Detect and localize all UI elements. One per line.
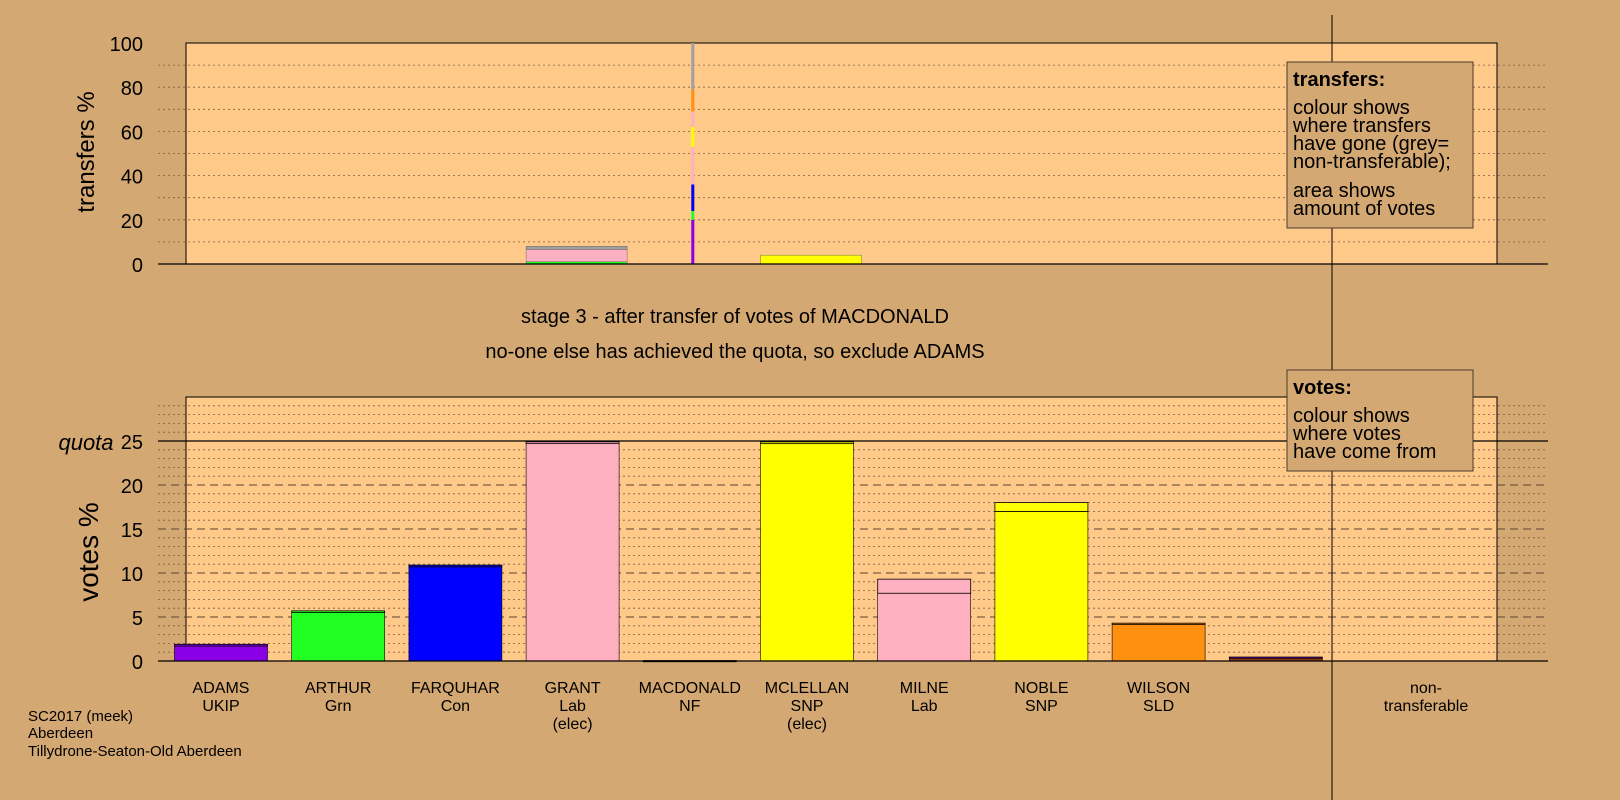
category-label: SLD bbox=[1143, 698, 1174, 715]
votes-y-tick-label: 0 bbox=[132, 652, 143, 674]
transfers-grid bbox=[158, 42, 1548, 265]
transfers-legend-line-6: amount of votes bbox=[1293, 198, 1435, 220]
vote-bar-transfer bbox=[760, 441, 854, 445]
vote-bar-transfer bbox=[174, 643, 268, 647]
transfers-legend: transfers: colour shows where transfers … bbox=[1286, 61, 1474, 229]
votes-legend-title: votes: bbox=[1293, 377, 1352, 399]
vote-bar bbox=[291, 612, 386, 662]
transfers-legend-box bbox=[1286, 61, 1474, 229]
footer-line-1: SC2017 (meek) bbox=[28, 708, 133, 725]
category-label: ADAMS bbox=[193, 680, 250, 697]
vote-bar bbox=[408, 566, 503, 662]
category-label: SNP bbox=[1025, 698, 1058, 715]
transfers-axis: 0 20 40 60 80 100 bbox=[110, 34, 1548, 277]
footer-line-2: Aberdeen bbox=[28, 725, 93, 742]
transfers-y-tick-label: 60 bbox=[121, 122, 143, 144]
transfers-y-tick-label: 20 bbox=[121, 211, 143, 233]
category-label: MACDONALD bbox=[639, 680, 741, 697]
vote-bar bbox=[760, 443, 854, 662]
category-label: NF bbox=[679, 698, 701, 715]
votes-y-tick-label: 5 bbox=[132, 608, 143, 630]
category-label: MILNE bbox=[900, 680, 949, 697]
transfers-legend-line-4: non-transferable); bbox=[1293, 151, 1451, 173]
vote-bar bbox=[877, 592, 972, 662]
transfers-legend-line-1: colour shows bbox=[1293, 97, 1410, 119]
category-label: Grn bbox=[325, 698, 352, 715]
vote-bar-transfer bbox=[408, 564, 503, 568]
vote-bar-transfer bbox=[1228, 656, 1323, 659]
category-label: WILSON bbox=[1127, 680, 1190, 697]
caption-line-1: stage 3 - after transfer of votes of MAC… bbox=[521, 306, 949, 328]
caption-line-2: no-one else has achieved the quota, so e… bbox=[485, 341, 984, 363]
transfers-bars bbox=[525, 43, 862, 265]
category-label: Lab bbox=[559, 698, 586, 715]
transfers-y-tick-label: 100 bbox=[110, 34, 143, 56]
transfers-legend-line-5: area shows bbox=[1293, 180, 1395, 202]
votes-legend-line-3: have come from bbox=[1293, 441, 1436, 463]
votes-y-axis-label: votes % bbox=[73, 502, 104, 602]
vote-bar-transfer bbox=[1111, 622, 1206, 625]
votes-y-tick-label: 15 bbox=[121, 520, 143, 542]
transfers-y-tick-label: 0 bbox=[132, 255, 143, 277]
category-label: (elec) bbox=[553, 716, 593, 733]
transfers-legend-line-3: have gone (grey= bbox=[1293, 133, 1449, 155]
category-label: transferable bbox=[1384, 698, 1469, 715]
category-label: non- bbox=[1410, 680, 1442, 697]
transfers-legend-title: transfers: bbox=[1293, 69, 1385, 91]
category-label: MCLELLAN bbox=[765, 680, 849, 697]
vote-bar-transfer bbox=[291, 610, 386, 614]
votes-legend: votes: colour shows where votes have com… bbox=[1286, 369, 1474, 472]
transfers-y-tick-label: 80 bbox=[121, 78, 143, 100]
vote-bar-transfer bbox=[525, 441, 620, 445]
transfer-bar-segment bbox=[525, 246, 628, 250]
footer-line-3: Tillydrone-Seaton-Old Aberdeen bbox=[28, 743, 242, 760]
category-label: FARQUHAR bbox=[411, 680, 500, 697]
category-label: NOBLE bbox=[1014, 680, 1068, 697]
vote-bar-transfer bbox=[994, 502, 1089, 512]
transfer-bar-segment bbox=[760, 254, 862, 265]
vote-bar bbox=[525, 443, 620, 662]
vote-bar bbox=[174, 645, 268, 662]
transfers-legend-line-2: where transfers bbox=[1292, 115, 1431, 137]
category-label: GRANT bbox=[545, 680, 601, 697]
category-label: Lab bbox=[911, 698, 938, 715]
votes-legend-line-2: where votes bbox=[1292, 423, 1401, 445]
transfer-bar-segment bbox=[525, 249, 628, 262]
category-label: SNP bbox=[791, 698, 824, 715]
votes-y-tick-label: 20 bbox=[121, 476, 143, 498]
category-label: ARTHUR bbox=[305, 680, 371, 697]
category-label: (elec) bbox=[787, 716, 827, 733]
votes-y-tick-label: 25 bbox=[121, 432, 143, 454]
category-label: Con bbox=[441, 698, 470, 715]
votes-legend-box bbox=[1286, 369, 1474, 472]
votes-category-labels: ADAMSUKIPARTHURGrnFARQUHARConGRANTLab(el… bbox=[193, 680, 1469, 733]
votes-bars bbox=[174, 441, 1323, 663]
votes-legend-line-1: colour shows bbox=[1293, 405, 1410, 427]
transfers-y-axis-label: transfers % bbox=[73, 91, 100, 212]
vote-bar bbox=[1111, 623, 1206, 662]
transfers-y-tick-label: 40 bbox=[121, 167, 143, 189]
votes-y-tick-label: 10 bbox=[121, 564, 143, 586]
quota-label: quota bbox=[58, 430, 113, 455]
category-label: UKIP bbox=[202, 698, 239, 715]
vote-bar bbox=[994, 511, 1089, 662]
vote-bar-transfer bbox=[877, 578, 972, 594]
